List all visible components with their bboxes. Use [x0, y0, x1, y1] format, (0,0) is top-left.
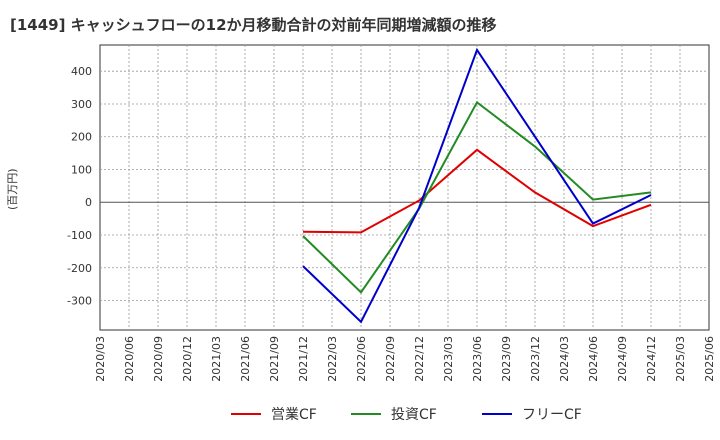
- legend-label-1: 営業CF: [271, 407, 317, 423]
- x-tick-label: 2021/12: [297, 336, 310, 382]
- series-line-1: [302, 148, 652, 234]
- y-tick-label: 100: [71, 163, 92, 176]
- x-tick-label: 2023/12: [529, 336, 542, 382]
- x-tick-label: 2024/03: [558, 336, 571, 382]
- y-tick-label: 0: [85, 196, 92, 209]
- legend-label-3: フリーCF: [522, 407, 582, 423]
- x-tick-label: 2023/09: [500, 336, 513, 382]
- x-tick-label: 2020/03: [94, 336, 107, 382]
- series-line-2: [302, 100, 652, 294]
- y-tick-label: -200: [67, 262, 92, 275]
- chart-title: [1449] キャッシュフローの12か月移動合計の対前年同期増減額の推移: [10, 16, 497, 34]
- x-tick-label: 2025/06: [703, 336, 716, 382]
- x-tick-label: 2021/09: [268, 336, 281, 382]
- plot-area: [99, 44, 710, 331]
- y-tick-label: 300: [71, 98, 92, 111]
- x-tick-label: 2022/12: [413, 336, 426, 382]
- x-tick-label: 2024/09: [616, 336, 629, 382]
- x-tick-label: 2020/12: [181, 336, 194, 382]
- x-tick-label: 2022/03: [326, 336, 339, 382]
- y-tick-label: -100: [67, 229, 92, 242]
- y-tick-label: -300: [67, 295, 92, 308]
- x-tick-label: 2023/06: [471, 336, 484, 382]
- x-tick-label: 2023/03: [442, 336, 455, 382]
- y-tick-label: 400: [71, 65, 92, 78]
- x-tick-label: 2022/06: [355, 336, 368, 382]
- x-tick-label: 2024/06: [587, 336, 600, 382]
- x-tick-label: 2021/03: [210, 336, 223, 382]
- legend-label-2: 投資CF: [391, 407, 437, 423]
- x-tick-label: 2020/09: [152, 336, 165, 382]
- x-tick-label: 2020/06: [123, 336, 136, 382]
- x-tick-label: 2021/06: [239, 336, 252, 382]
- x-tick-label: 2025/03: [674, 336, 687, 382]
- series-line-3: [302, 47, 652, 324]
- x-tick-label: 2024/12: [645, 336, 658, 382]
- x-tick-label: 2022/09: [384, 336, 397, 382]
- y-tick-label: 200: [71, 131, 92, 144]
